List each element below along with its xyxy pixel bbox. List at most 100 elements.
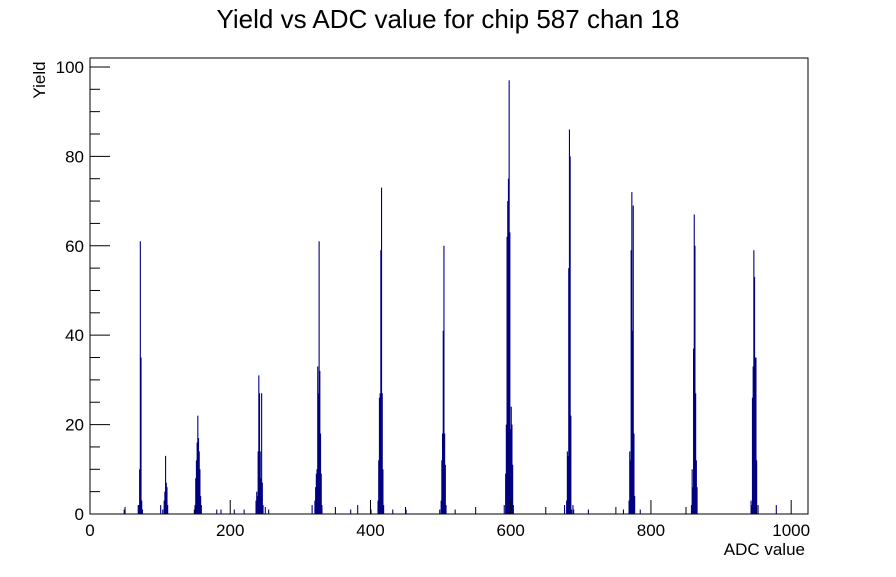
x-tick-label: 1000 (772, 521, 810, 540)
histogram-bar (162, 509, 164, 514)
histogram-bar (138, 505, 140, 514)
histogram-bar (566, 500, 568, 514)
histogram-bar (197, 415, 199, 514)
histogram-bar (443, 245, 445, 514)
histogram-bar (632, 330, 634, 514)
histogram-bar (165, 455, 167, 514)
histogram-bar (318, 241, 320, 515)
histogram-bar (754, 357, 756, 514)
histogram-bar (751, 397, 754, 514)
histogram-bar (444, 464, 446, 514)
plot-frame (89, 57, 809, 515)
histogram-bar (693, 348, 695, 514)
x-axis-label: ADC value (724, 540, 805, 559)
histogram-bar (629, 460, 631, 514)
histogram-bar (380, 250, 382, 515)
histogram-bar (587, 509, 589, 514)
histogram-bar (441, 460, 443, 514)
histogram-bar (512, 505, 514, 514)
histogram-bar (379, 393, 381, 514)
x-tick-label: 800 (637, 521, 665, 540)
y-axis-label: Yield (30, 61, 49, 98)
histogram-bar (631, 192, 633, 514)
histogram-bar (163, 500, 165, 514)
histogram-bar (319, 433, 322, 514)
histogram-bar (380, 187, 383, 514)
histogram-bar (258, 375, 260, 514)
histogram-bar (754, 277, 756, 514)
histogram-bar (233, 509, 235, 514)
histogram-bar (350, 509, 352, 514)
x-tick-label: 200 (216, 521, 244, 540)
histogram-bar (261, 482, 263, 514)
histogram-bar (690, 505, 692, 514)
x-tick-label: 400 (356, 521, 384, 540)
histogram-bar (695, 393, 697, 514)
histogram-bar (507, 178, 509, 514)
histogram-bar (258, 393, 261, 514)
histogram-bar (200, 505, 202, 514)
histogram-bar (510, 429, 512, 514)
histogram-bar (381, 393, 383, 514)
histogram-bar (316, 469, 318, 514)
histogram-bar (503, 505, 505, 514)
histogram-bar (633, 433, 635, 514)
histogram-bar (566, 451, 568, 514)
histogram-bar (195, 478, 197, 514)
histogram-bar (243, 509, 245, 514)
histogram-bar (165, 482, 167, 514)
histogram-bar (563, 505, 566, 514)
histogram-bar (775, 505, 777, 514)
histogram-bar (256, 491, 258, 514)
histogram-bar (164, 491, 166, 514)
histogram-bar (510, 406, 512, 514)
histogram-bar (750, 500, 752, 514)
histogram-bar (405, 509, 407, 514)
histogram-bar (695, 460, 697, 514)
y-tick-label: 60 (65, 237, 84, 256)
histogram-bar (505, 473, 507, 514)
histogram-bar (507, 201, 509, 514)
histogram-bar (377, 500, 379, 514)
histogram-bar (140, 357, 142, 514)
histogram-bar (573, 509, 575, 514)
histogram-bar (506, 236, 508, 514)
histogram-bar (370, 509, 372, 514)
histogram-bar (220, 509, 222, 514)
histogram-bar (634, 496, 636, 514)
histogram-bar (199, 469, 201, 514)
histogram-bar (195, 460, 197, 514)
histogram-bar (382, 469, 384, 514)
histogram-bar (378, 460, 380, 514)
histogram-bar (509, 232, 511, 514)
histogram-bar (571, 509, 573, 514)
histogram-bar (197, 438, 200, 514)
histogram-bar (320, 473, 322, 514)
histogram-bar (568, 129, 570, 514)
histogram-bar (442, 330, 444, 514)
histogram-bar (505, 424, 507, 514)
histogram-bar (392, 509, 394, 514)
y-tick-label: 100 (56, 58, 84, 77)
histogram-bar (193, 509, 195, 514)
histogram-bar (196, 442, 198, 514)
histogram-bar (753, 250, 755, 515)
histogram-bar (261, 393, 263, 514)
histogram-bar (693, 214, 695, 514)
y-tick-label: 0 (75, 505, 84, 524)
histogram-bar (508, 80, 510, 514)
histogram-bar (512, 464, 514, 514)
histogram-bar (198, 451, 200, 514)
histogram-bar (691, 469, 693, 514)
histogram-bar (639, 509, 641, 514)
histogram-bar (141, 500, 143, 514)
histogram-bar (139, 241, 141, 515)
histogram-bar (511, 424, 513, 514)
histogram-bar (378, 397, 380, 514)
histogram-bar (696, 487, 698, 514)
histogram-bar (755, 357, 757, 514)
histogram-bar (692, 487, 694, 514)
histogram-bar (139, 469, 141, 514)
histogram-bar (314, 500, 316, 514)
